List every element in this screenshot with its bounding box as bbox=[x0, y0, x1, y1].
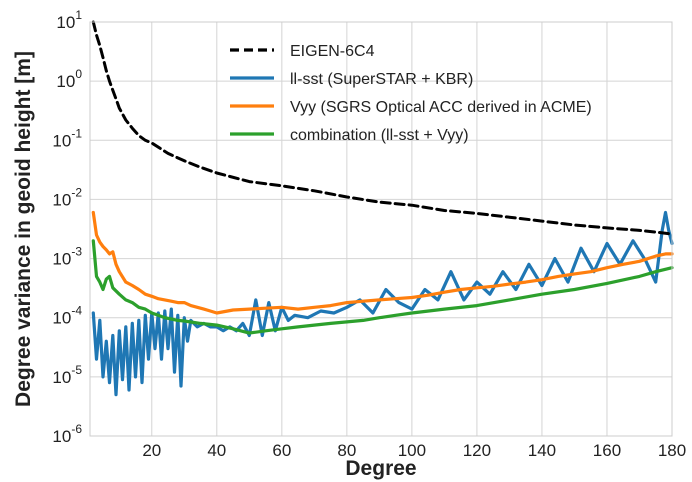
x-tick-label: 60 bbox=[272, 441, 291, 460]
y-tick-label: 10-4 bbox=[52, 304, 82, 328]
y-tick-base: 10 bbox=[52, 131, 71, 150]
y-axis-title: Degree variance in geoid height [m] bbox=[12, 51, 35, 407]
y-tick-base: 10 bbox=[56, 13, 75, 32]
legend-label-0: EIGEN-6C4 bbox=[290, 43, 375, 60]
y-tick-exponent: -5 bbox=[71, 363, 82, 377]
plot-frame bbox=[89, 21, 673, 437]
legend-label-1: ll-sst (SuperSTAR + KBR) bbox=[290, 71, 473, 88]
y-tick-label: 10-6 bbox=[52, 422, 82, 446]
x-tick-label: 160 bbox=[593, 441, 621, 460]
series-line-2 bbox=[91, 210, 674, 315]
y-tick-exponent: -2 bbox=[71, 185, 82, 199]
x-tick-label: 180 bbox=[658, 441, 686, 460]
y-tick-exponent: -6 bbox=[71, 422, 82, 436]
y-tick-exponent: -3 bbox=[71, 245, 82, 259]
y-tick-exponent: 0 bbox=[75, 67, 82, 81]
series-line-1 bbox=[91, 210, 674, 397]
x-tick-label: 140 bbox=[528, 441, 556, 460]
y-tick-base: 10 bbox=[52, 190, 71, 209]
series-lines bbox=[91, 20, 674, 397]
y-tick-label: 10-1 bbox=[52, 126, 82, 150]
series-line-0 bbox=[91, 20, 674, 236]
y-tick-base: 10 bbox=[52, 427, 71, 446]
y-tick-base: 10 bbox=[52, 368, 71, 387]
y-tick-exponent: -4 bbox=[71, 304, 82, 318]
y-tick-exponent: 1 bbox=[75, 8, 82, 22]
x-tick-label: 20 bbox=[142, 441, 161, 460]
x-tick-label: 100 bbox=[398, 441, 426, 460]
x-tick-label: 80 bbox=[337, 441, 356, 460]
y-tick-base: 10 bbox=[52, 250, 71, 269]
y-tick-label: 10-3 bbox=[52, 245, 82, 269]
y-tick-label: 101 bbox=[56, 8, 82, 32]
y-tick-base: 10 bbox=[52, 309, 71, 328]
y-tick-exponent: -1 bbox=[71, 126, 82, 140]
plot-background bbox=[90, 22, 672, 436]
series-line-3 bbox=[91, 239, 674, 335]
legend-label-2: Vyy (SGRS Optical ACC derived in ACME) bbox=[290, 99, 592, 116]
legend: EIGEN-6C4 ll-sst (SuperSTAR + KBR) Vyy (SG… bbox=[230, 43, 592, 144]
x-tick-label: 120 bbox=[463, 441, 491, 460]
y-tick-label: 100 bbox=[56, 67, 82, 91]
x-axis-title: Degree bbox=[345, 457, 416, 480]
legend-label-3: combination (ll-sst + Vyy) bbox=[290, 127, 469, 144]
y-tick-label: 10-2 bbox=[52, 185, 82, 209]
y-tick-base: 10 bbox=[56, 72, 75, 91]
x-tick-labels: 20 40 60 80 100 120 140 160 180 bbox=[142, 441, 686, 460]
x-tick-label: 40 bbox=[207, 441, 226, 460]
y-tick-label: 10-5 bbox=[52, 363, 82, 387]
